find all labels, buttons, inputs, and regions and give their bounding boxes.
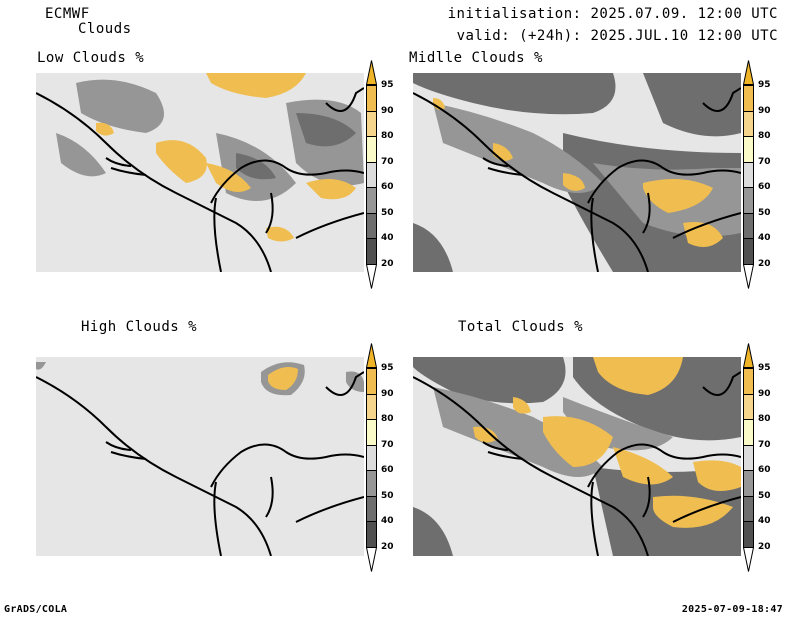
- colorbar-segment: [743, 521, 754, 548]
- colorbar-label: 40: [381, 516, 394, 526]
- colorbar-segment: [743, 368, 754, 395]
- colorbar-segment: [366, 187, 377, 214]
- colorbar-segment: [366, 85, 377, 112]
- footer-software-label: GrADS/COLA: [4, 604, 68, 615]
- colorbar-segment: [366, 110, 377, 137]
- colorbar-arrow-bottom: [743, 546, 754, 572]
- colorbar-arrow-bottom: [743, 263, 754, 289]
- colorbar-label: 40: [381, 233, 394, 243]
- colorbar-segment: [366, 238, 377, 265]
- colorbar-segment: [743, 161, 754, 188]
- colorbar-segment: [743, 419, 754, 446]
- colorbar-arrow-bottom: [366, 263, 377, 289]
- colorbar-segment: [366, 212, 377, 239]
- colorbar-label: 50: [381, 207, 394, 218]
- colorbar-label: 80: [758, 131, 771, 141]
- colorbar-label: 70: [381, 156, 394, 167]
- valid-time: valid: (+24h): 2025.JUL.10 12:00 UTC: [456, 28, 778, 44]
- colorbar-label: 50: [758, 207, 771, 218]
- colorbar-label: 60: [758, 465, 771, 475]
- colorbar-label: 40: [758, 516, 771, 526]
- colorbar-arrow-top: [743, 343, 754, 368]
- colorbar-label: 80: [381, 414, 394, 424]
- product-name: Clouds: [78, 21, 132, 37]
- panel-title-low-clouds: Low Clouds %: [37, 50, 145, 66]
- colorbar-label: 80: [758, 414, 771, 424]
- colorbar-label: 90: [381, 105, 394, 116]
- colorbar-label: 50: [381, 490, 394, 501]
- colorbar-label: 90: [758, 105, 771, 116]
- colorbar-segment: [366, 368, 377, 395]
- map-total-clouds: [413, 357, 741, 556]
- colorbar-segment: [743, 187, 754, 214]
- colorbar-label: 80: [381, 131, 394, 141]
- colorbar-segment: [743, 495, 754, 522]
- colorbar-segment: [366, 419, 377, 446]
- colorbar-label: 95: [381, 80, 394, 90]
- colorbar-arrow-top: [743, 60, 754, 85]
- panel-title-middle-clouds: Midlle Clouds %: [409, 50, 543, 66]
- colorbar-label: 20: [758, 541, 771, 552]
- panel-title-total-clouds: Total Clouds %: [458, 319, 584, 335]
- colorbar-label: 20: [758, 258, 771, 269]
- colorbar-label: 60: [381, 182, 394, 192]
- cloud-field-dark: [236, 113, 356, 180]
- colorbar-segment: [743, 444, 754, 471]
- map-high-clouds: [36, 357, 364, 556]
- colorbar-label: 20: [381, 541, 394, 552]
- colorbar-segment: [366, 521, 377, 548]
- colorbar-label: 40: [758, 233, 771, 243]
- colorbar-segment: [743, 110, 754, 137]
- colorbar-label: 95: [381, 363, 394, 373]
- colorbar-label: 60: [381, 465, 394, 475]
- colorbar-label: 20: [381, 258, 394, 269]
- cloud-field-yellow: [96, 73, 356, 242]
- colorbar-label: 50: [758, 490, 771, 501]
- model-name: ECMWF: [45, 6, 90, 22]
- colorbar-arrow-top: [366, 343, 377, 368]
- map-middle-clouds: [413, 73, 741, 272]
- colorbar-segment: [366, 393, 377, 420]
- colorbar-segment: [366, 444, 377, 471]
- colorbar-label: 90: [381, 388, 394, 399]
- colorbar-arrow-top: [366, 60, 377, 85]
- colorbar-segment: [366, 470, 377, 497]
- colorbar-arrow-bottom: [366, 546, 377, 572]
- colorbar-segment: [743, 393, 754, 420]
- colorbar-segment: [743, 85, 754, 112]
- colorbar-label: 60: [758, 182, 771, 192]
- colorbar-label: 70: [758, 156, 771, 167]
- colorbar-label: 95: [758, 363, 771, 373]
- footer-timestamp: 2025-07-09-18:47: [681, 604, 783, 615]
- colorbar-segment: [366, 136, 377, 163]
- map-low-clouds: [36, 73, 364, 272]
- colorbar-segment: [743, 212, 754, 239]
- colorbar-segment: [743, 238, 754, 265]
- panel-title-high-clouds: High Clouds %: [81, 319, 198, 335]
- colorbar-label: 90: [758, 388, 771, 399]
- colorbar-segment: [743, 136, 754, 163]
- colorbar-segment: [743, 470, 754, 497]
- colorbar-segment: [366, 161, 377, 188]
- colorbar-label: 70: [381, 439, 394, 450]
- colorbar-label: 95: [758, 80, 771, 90]
- borders: [36, 87, 364, 272]
- colorbar-segment: [366, 495, 377, 522]
- initialisation-time: initialisation: 2025.07.09. 12:00 UTC: [447, 6, 778, 22]
- colorbar-label: 70: [758, 439, 771, 450]
